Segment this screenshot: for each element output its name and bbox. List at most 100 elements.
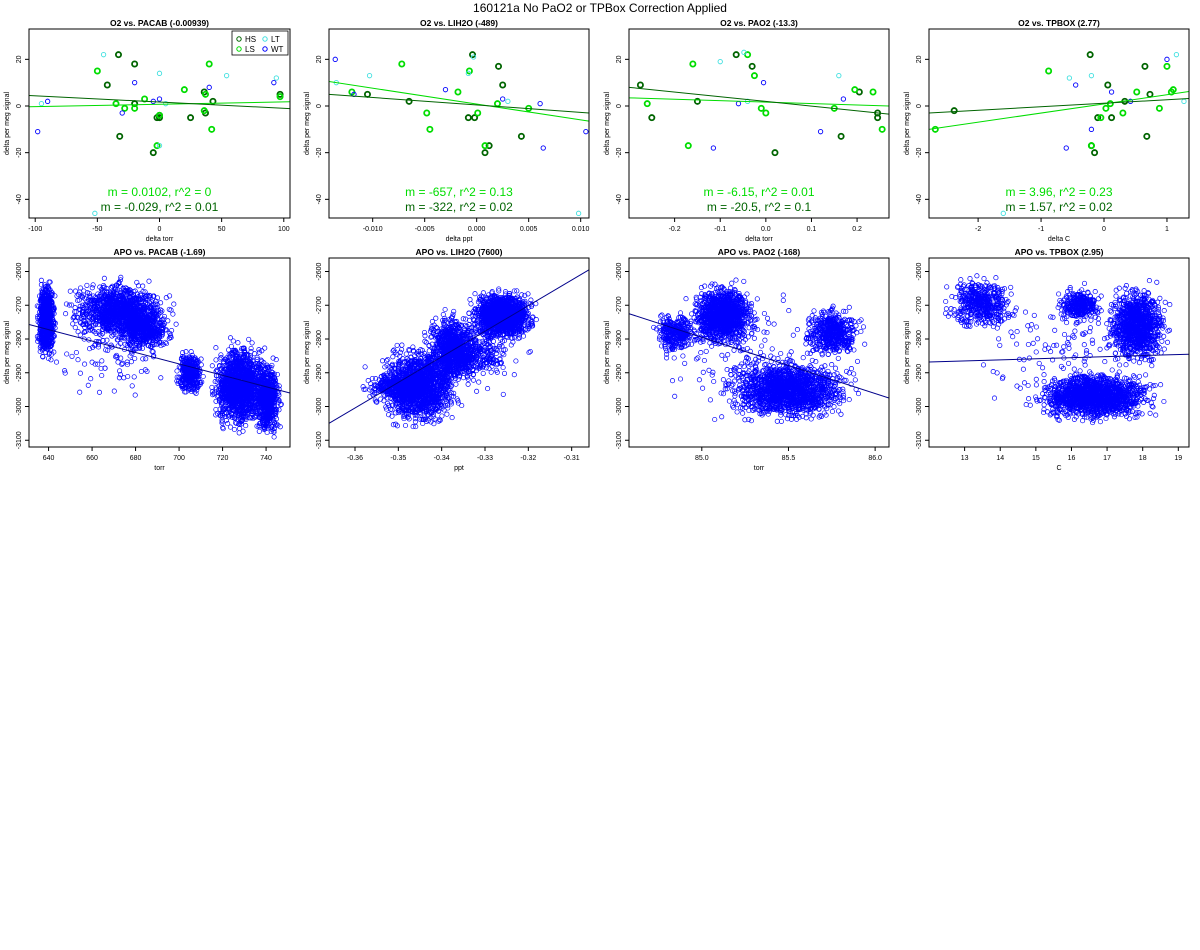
chart-title: APO vs. PACAB (-1.69) [114, 247, 206, 257]
data-point [244, 410, 250, 417]
x-axis-label: delta C [1048, 236, 1070, 243]
data-point-ls [869, 88, 877, 96]
data-point [122, 288, 128, 294]
data-point-hs [485, 142, 493, 150]
data-point [263, 423, 269, 429]
data-point [256, 428, 262, 434]
data-point [220, 426, 226, 432]
data-point [213, 386, 220, 392]
data-point [233, 348, 239, 354]
data-point [275, 422, 281, 428]
data-point [91, 329, 97, 335]
data-point [113, 294, 119, 300]
data-point [147, 333, 153, 339]
y-tick-label: 20 [316, 55, 323, 63]
data-point [225, 421, 231, 427]
data-point [140, 356, 146, 362]
data-point [222, 363, 228, 369]
data-point [119, 361, 125, 367]
plot-area [329, 51, 589, 216]
data-point-lt [100, 52, 107, 58]
y-tick-label: 0 [316, 104, 323, 108]
data-point [193, 390, 199, 396]
data-point [278, 401, 284, 407]
y-tick-label: 0 [616, 104, 623, 108]
legend-label: HS [245, 35, 256, 44]
data-point [276, 390, 282, 396]
data-point [254, 423, 260, 429]
data-point-lt [156, 70, 163, 76]
data-point [118, 301, 124, 307]
data-point-ls [1133, 88, 1141, 96]
data-point [218, 372, 224, 378]
data-point-ls [454, 88, 462, 96]
data-point [125, 337, 131, 344]
data-point [235, 359, 241, 365]
data-point [127, 353, 133, 359]
data-point [142, 305, 148, 311]
data-point-hs [950, 107, 958, 115]
chart-title: O2 vs. TPBOX (2.77) [1018, 18, 1100, 28]
data-point [96, 293, 102, 300]
data-point-hs [1086, 51, 1094, 59]
data-point [129, 383, 135, 389]
data-point [148, 299, 154, 305]
data-point [241, 387, 247, 393]
data-point [171, 301, 177, 307]
data-point [127, 329, 133, 335]
data-point [45, 323, 51, 329]
data-point-lt [223, 73, 230, 79]
data-point [46, 318, 52, 324]
data-point [233, 379, 239, 385]
data-point [265, 371, 271, 377]
data-point [95, 291, 101, 297]
y-tick-label: 0 [916, 104, 923, 108]
data-point [72, 309, 78, 315]
data-point [114, 282, 120, 288]
data-point [47, 341, 53, 347]
data-point [240, 355, 247, 361]
y-tick-label: -20 [316, 148, 323, 158]
data-point [42, 335, 48, 341]
data-point [115, 327, 121, 333]
fit-annotation-hs: m = 1.57, r^2 = 0.02 [1005, 200, 1112, 214]
data-point-ls [208, 125, 216, 133]
data-point [183, 365, 189, 372]
data-point [86, 298, 92, 304]
data-point [128, 347, 134, 353]
data-point [50, 306, 56, 312]
data-point [183, 349, 189, 355]
data-point [77, 332, 83, 338]
data-point [178, 356, 184, 362]
data-point-hs [405, 97, 413, 105]
legend-marker [236, 46, 242, 52]
data-point-wt [1164, 56, 1170, 62]
data-point [209, 384, 215, 390]
data-point-lt [1066, 75, 1073, 81]
data-point-lt [38, 101, 45, 107]
data-point [161, 313, 168, 320]
data-point [218, 352, 224, 358]
y-tick-label: -20 [16, 148, 23, 158]
data-point-hs [471, 114, 479, 122]
data-point-wt [537, 101, 543, 107]
data-point [118, 274, 124, 280]
data-point [87, 346, 93, 352]
data-point [231, 398, 237, 404]
data-point [159, 317, 165, 323]
data-point-ls [1155, 104, 1163, 112]
data-point [234, 377, 240, 383]
data-point [102, 310, 108, 316]
data-point [48, 291, 54, 297]
data-point [271, 406, 278, 412]
data-point [119, 309, 125, 315]
fit-line-ls [329, 81, 589, 122]
y-axis-label: delta per meg signal [604, 92, 611, 155]
data-point-ls [689, 60, 697, 68]
data-point [188, 349, 194, 355]
data-point [262, 399, 268, 405]
data-point [224, 386, 230, 392]
data-point [88, 298, 95, 305]
data-point-lt [1181, 98, 1187, 104]
y-tick-label: 20 [616, 55, 623, 63]
